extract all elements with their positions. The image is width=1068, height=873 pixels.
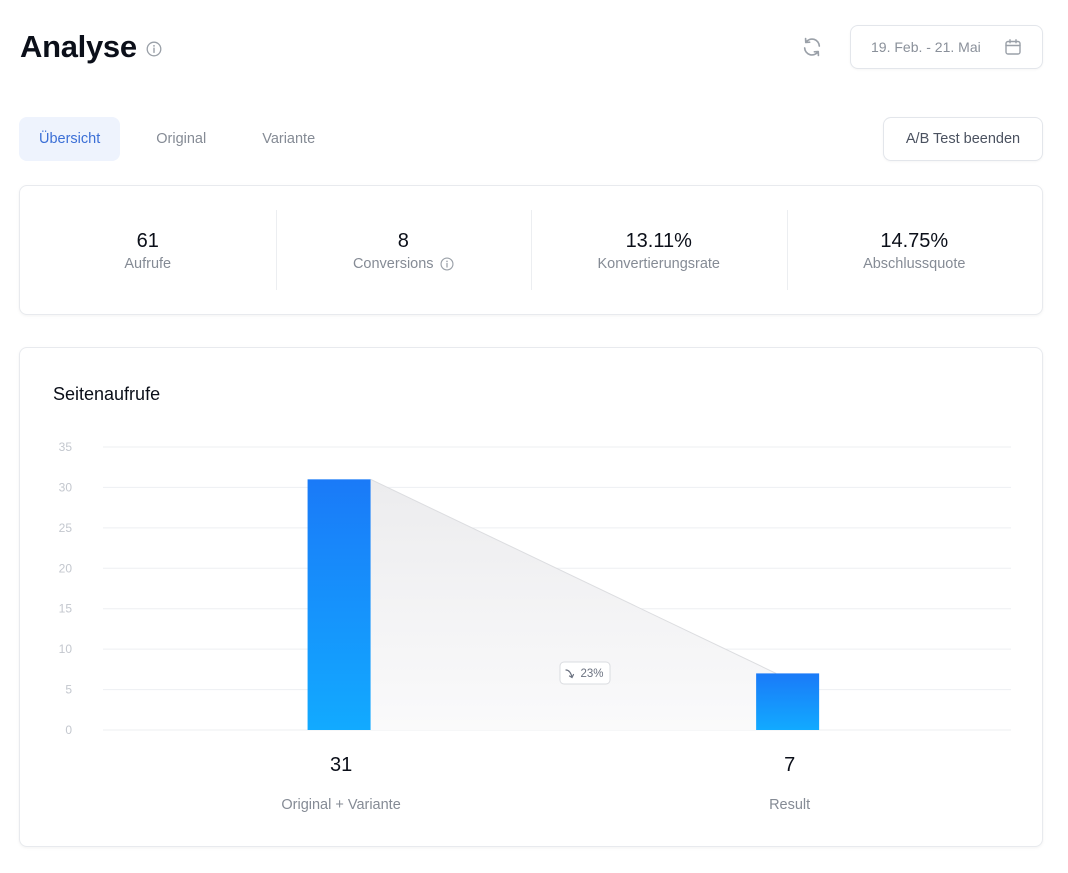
refresh-button[interactable] — [799, 36, 825, 62]
stat-value: 61 — [136, 230, 159, 252]
chart-card: Seitenaufrufe 0 5 10 15 20 25 30 35 31 Original … — [19, 347, 1043, 847]
drop-badge-box — [559, 661, 611, 685]
stat-label: Conversions — [353, 256, 454, 272]
refresh-icon — [801, 36, 823, 63]
info-icon[interactable] — [146, 41, 162, 57]
drop-percentage: 23% — [580, 668, 603, 680]
chart-title: Seitenaufrufe — [53, 384, 161, 404]
y-tick-label: 0 — [65, 723, 72, 737]
stat-label-text: Konvertierungsrate — [597, 256, 720, 272]
drop-badge: 23% — [559, 661, 611, 685]
tab-original[interactable]: Original — [156, 131, 207, 147]
stat-value: 8 — [397, 230, 409, 252]
calendar-icon — [1004, 38, 1022, 56]
tab-uebersicht[interactable]: Übersicht — [19, 117, 121, 161]
date-range-picker[interactable]: 19. Feb. - 21. Mai — [850, 25, 1043, 69]
stat-value: 13.11% — [625, 230, 692, 252]
bar-value-label: 7 — [784, 754, 795, 776]
page-header: Analyse 19. Feb. - 21. Mai — [20, 25, 1043, 70]
view-tabs: Übersicht Original Variante — [19, 117, 335, 161]
arrow-down-right-icon — [565, 669, 575, 679]
stat-label: Konvertierungsrate — [597, 256, 720, 272]
end-ab-test-button[interactable]: A/B Test beenden — [883, 117, 1043, 161]
stat-konvertierungsrate: 13.11% Konvertierungsrate — [531, 210, 787, 290]
stat-label-text: Aufrufe — [124, 256, 172, 272]
y-tick-label: 25 — [59, 521, 73, 535]
y-tick-label: 20 — [59, 561, 73, 575]
y-tick-label: 10 — [59, 642, 73, 656]
stats-card: 61 Aufrufe 8 Conversions 13.11% Konverti… — [19, 185, 1043, 315]
stat-label-text: Abschlussquote — [863, 256, 966, 272]
pageviews-chart: 0 5 10 15 20 25 30 35 31 Original + Variante 7 Res… — [59, 440, 1011, 813]
stat-conversions: 8 Conversions — [275, 210, 532, 290]
stat-label: Abschlussquote — [863, 256, 965, 272]
date-range-label: 19. Feb. - 21. Mai — [871, 39, 981, 55]
y-tick-label: 15 — [59, 602, 73, 616]
bar[interactable] — [756, 673, 820, 730]
y-tick-label: 5 — [65, 683, 72, 697]
y-tick-label: 35 — [59, 440, 73, 454]
tab-variante[interactable]: Variante — [262, 131, 316, 147]
funnel-area — [370, 479, 777, 730]
page-title: Analyse — [20, 29, 137, 64]
stat-label: Aufrufe — [124, 256, 171, 272]
funnel-edge — [370, 478, 777, 674]
stat-aufrufe: 61 Aufrufe — [20, 210, 276, 290]
bar[interactable] — [307, 479, 371, 730]
y-tick-label: 30 — [59, 480, 73, 494]
bar-value-label: 31 — [330, 754, 352, 776]
info-icon[interactable] — [440, 257, 454, 271]
stat-abschlussquote: 14.75% Abschlussquote — [786, 210, 1043, 290]
stat-label-text: Conversions — [352, 256, 434, 272]
x-category-label: Result — [769, 797, 810, 813]
x-category-label: Original + Variante — [281, 797, 400, 813]
stat-value: 14.75% — [880, 230, 949, 252]
